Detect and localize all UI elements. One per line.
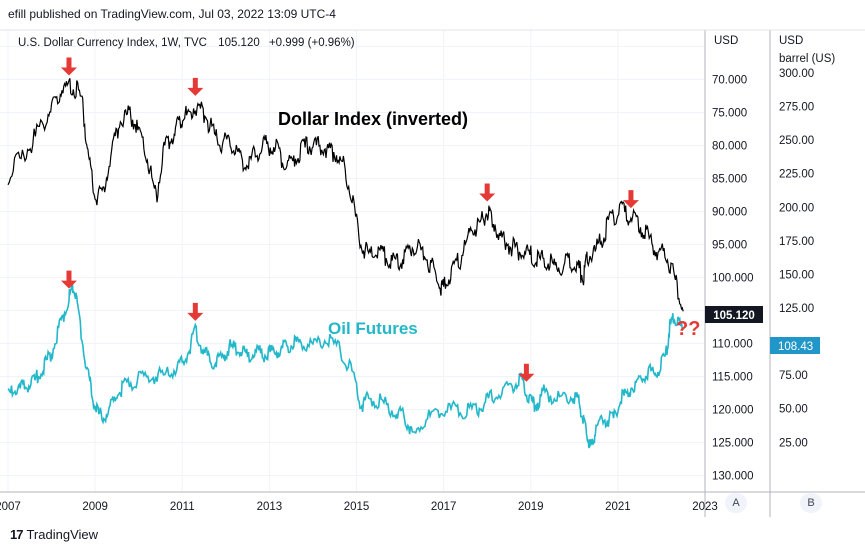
symbol-last: 105.120 xyxy=(218,37,260,49)
right-tick-11: 300.00 xyxy=(779,68,814,80)
left-tick-6: 95.000 xyxy=(712,240,747,252)
grid xyxy=(0,30,706,492)
arrows xyxy=(60,57,639,382)
left-axis-ticks: 70.000 75.000 80.000 85.000 90.000 95.000 100.… xyxy=(712,75,754,483)
symbol-change: +0.999 (+0.96%) xyxy=(269,37,355,49)
right-tick-6: 175.00 xyxy=(779,236,814,248)
right-tick-5: 150.00 xyxy=(779,269,814,281)
left-tick-9: 110.000 xyxy=(712,339,753,351)
right-tick-10: 275.00 xyxy=(779,102,814,114)
red-arrow-5 xyxy=(187,302,204,321)
x-tick-4: 2015 xyxy=(344,501,370,513)
x-tick-7: 2021 xyxy=(605,501,631,513)
left-axis-label: USD xyxy=(714,35,738,47)
right-tick-9: 250.00 xyxy=(779,135,814,147)
red-arrow-1 xyxy=(187,77,204,96)
dollar-price-label-text: 105.120 xyxy=(713,310,755,322)
oil-price-label-text: 108.43 xyxy=(778,341,813,353)
symbol-name: U.S. Dollar Currency Index, 1W, TVC xyxy=(18,37,207,49)
symbol-info: U.S. Dollar Currency Index, 1W, TVC 105.… xyxy=(18,37,355,49)
red-arrow-4 xyxy=(60,270,77,289)
left-tick-4: 85.000 xyxy=(712,174,747,186)
x-tick-8: 2023 xyxy=(692,501,718,513)
right-tick-2: 75.00 xyxy=(779,370,808,382)
dollar-price-label: 105.120 xyxy=(705,306,763,323)
left-tick-5: 90.000 xyxy=(712,207,747,219)
dollar-price-label-bg xyxy=(705,306,763,323)
dollar-index-line xyxy=(7,78,684,312)
red-arrow-3 xyxy=(622,190,639,209)
right-tick-7: 200.00 xyxy=(779,202,814,214)
right-axis-ticks: 25.0050.0075.00100.00125.00150.00175.002… xyxy=(779,68,814,449)
red-arrow-2 xyxy=(479,183,496,202)
oil-price-label: 108.43 xyxy=(770,337,820,354)
dollar-index-annotation: Dollar Index (inverted) xyxy=(278,109,468,129)
x-tick-5: 2017 xyxy=(431,501,457,513)
left-tick-2: 75.000 xyxy=(712,108,747,120)
right-tick-4: 125.00 xyxy=(779,303,814,315)
x-tick-2: 2011 xyxy=(170,501,195,513)
right-tick-8: 225.00 xyxy=(779,169,814,181)
x-tick-6: 2019 xyxy=(518,501,544,513)
tradingview-logo-text: TradingView xyxy=(26,527,99,542)
oil-futures-annotation: Oil Futures xyxy=(328,319,418,338)
left-axis-button[interactable]: A xyxy=(725,493,747,513)
left-tick-13: 130.000 xyxy=(712,471,754,483)
published-caption: efill published on TradingView.com, Jul … xyxy=(8,7,336,21)
x-tick-0: 2007 xyxy=(0,501,21,513)
oil-futures-line xyxy=(7,281,684,449)
left-tick-3: 80.000 xyxy=(712,141,747,153)
red-arrow-0 xyxy=(60,57,77,76)
left-tick-7: 100.000 xyxy=(712,273,754,285)
time-axis-ticks: 2007 2009 2011 2013 2015 2017 2019 2021 2023 xyxy=(0,501,718,513)
right-axis-label: USD xyxy=(779,35,803,47)
x-tick-1: 2009 xyxy=(82,501,108,513)
red-arrow-6 xyxy=(518,363,535,382)
right-tick-1: 50.00 xyxy=(779,404,808,416)
right-axis-button[interactable]: B xyxy=(800,493,822,513)
tradingview-logo[interactable]: 17 TradingView xyxy=(10,527,98,542)
left-tick-11: 120.000 xyxy=(712,405,754,417)
x-tick-3: 2013 xyxy=(257,501,283,513)
question-marks: ?? xyxy=(676,318,700,340)
left-tick-10: 115.000 xyxy=(712,372,753,384)
right-tick-0: 25.00 xyxy=(779,437,808,449)
left-tick-12: 125.000 xyxy=(712,438,754,450)
oil-price-label-bg xyxy=(770,337,820,354)
tradingview-logo-icon: 17 xyxy=(10,527,24,542)
right-axis-sublabel: barrel (US) xyxy=(779,53,835,65)
left-tick-1: 70.000 xyxy=(712,75,747,87)
